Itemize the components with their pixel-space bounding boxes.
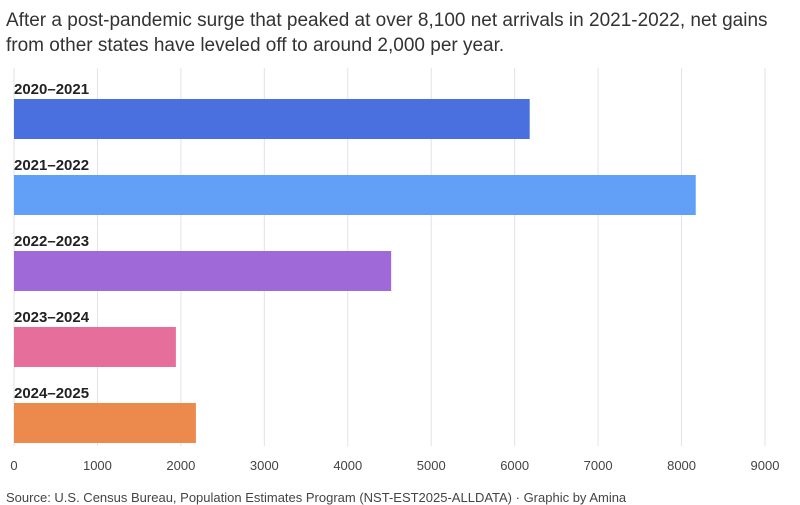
bar-4 bbox=[14, 327, 176, 367]
x-tick-label: 4000 bbox=[333, 458, 362, 473]
x-tick-label: 7000 bbox=[584, 458, 613, 473]
category-label: 2021–2022 bbox=[14, 157, 89, 174]
x-tick-label: 3000 bbox=[250, 458, 279, 473]
category-label: 2023–2024 bbox=[14, 309, 90, 326]
x-tick-label: 2000 bbox=[166, 458, 195, 473]
x-tick-label: 1000 bbox=[83, 458, 112, 473]
x-tick-label: 8000 bbox=[667, 458, 696, 473]
bar-chart: 2020–2021 2021–2022 2022–2023 2023–2024 2024… bbox=[10, 68, 779, 473]
chart-subtitle: After a post-pandemic surge that peaked … bbox=[6, 10, 768, 56]
bar-3 bbox=[14, 251, 392, 291]
category-labels: 2020–2021 2021–2022 2022–2023 2023–2024 2024… bbox=[14, 81, 90, 402]
x-axis-ticks: 0 1000 2000 3000 4000 5000 6000 7000 8000 9000 bbox=[10, 458, 779, 473]
x-tick-label: 5000 bbox=[417, 458, 446, 473]
x-tick-label: 6000 bbox=[500, 458, 529, 473]
bar-2 bbox=[14, 175, 696, 215]
bars bbox=[14, 99, 696, 443]
bar-1 bbox=[14, 99, 530, 139]
category-label: 2022–2023 bbox=[14, 233, 89, 250]
source-note: Source: U.S. Census Bureau, Population E… bbox=[6, 490, 627, 505]
category-label: 2024–2025 bbox=[14, 385, 89, 402]
category-label: 2020–2021 bbox=[14, 81, 89, 98]
x-tick-label: 0 bbox=[10, 458, 17, 473]
bar-5 bbox=[14, 403, 196, 443]
x-tick-label: 9000 bbox=[751, 458, 780, 473]
